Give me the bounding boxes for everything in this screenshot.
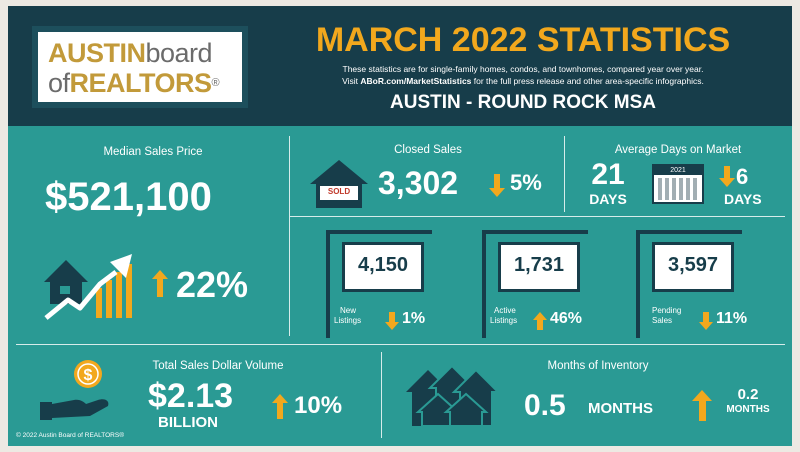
new-listings-change: 1%: [402, 310, 426, 327]
days-change-unit: DAYS: [724, 191, 762, 207]
sign-post: [326, 230, 432, 234]
volume-change: 10%: [294, 392, 343, 419]
divider: [381, 352, 382, 438]
divider: [289, 216, 785, 217]
new-listings-label-1: New: [340, 306, 357, 315]
logo-reg: ®: [211, 77, 220, 89]
region-title: AUSTIN - ROUND ROCK MSA: [390, 92, 656, 113]
inventory-up-arrow-icon: [692, 390, 714, 424]
days-change: 6: [736, 164, 749, 189]
sign-post: [636, 230, 640, 338]
pending-sales-sign: [652, 242, 734, 292]
logo-austin: AUSTIN: [48, 38, 146, 68]
days-value: 21: [591, 158, 625, 191]
calendar-year: 2021: [654, 166, 702, 175]
active-listings-value: 1,731: [513, 254, 565, 276]
new-listings-down-arrow-icon: [384, 312, 400, 332]
new-listings-label-2: Listings: [334, 316, 362, 325]
closed-change: 5%: [510, 170, 542, 195]
inventory-value: 0.5: [524, 389, 566, 422]
closed-label: Closed Sales: [394, 144, 462, 156]
closed-down-arrow-icon: [488, 174, 506, 200]
sign-post: [482, 230, 486, 338]
median-label: Median Sales Price: [103, 146, 203, 158]
median-value: $521,100: [45, 175, 212, 219]
inventory-change-unit: MONTHS: [726, 404, 770, 415]
header-note-2-prefix: Visit: [342, 76, 361, 86]
sign-post: [326, 230, 330, 338]
active-listings-label-1: Active: [494, 306, 516, 315]
pending-sales-label-2: Sales: [652, 316, 673, 325]
sold-sign-text: SOLD: [327, 187, 351, 196]
pending-sales-change: 11%: [716, 310, 748, 327]
divider: [289, 136, 290, 336]
pending-sales-value: 3,597: [667, 254, 719, 276]
sold-house-icon: [310, 160, 368, 208]
inventory-change: 0.2: [737, 386, 759, 403]
infographic: AUSTINboard ofREALTORS® MARCH 2022 STATI…: [8, 6, 792, 446]
median-up-arrow-icon: [150, 270, 170, 300]
logo-realtors: REALTORS: [69, 68, 213, 98]
house-growth-icon: [44, 254, 132, 320]
header-note-2-suffix: for the full press release and other are…: [471, 76, 704, 86]
divider: [16, 344, 785, 345]
sign-post: [636, 230, 742, 234]
volume-unit: BILLION: [158, 414, 218, 431]
active-listings-change: 46%: [550, 310, 583, 327]
new-listings-sign: [342, 242, 424, 292]
median-change: 22%: [176, 264, 249, 305]
active-listings-up-arrow-icon: [532, 312, 548, 332]
money-hand-icon: $: [40, 360, 109, 420]
houses-icon: [406, 364, 500, 427]
pending-sales-down-arrow-icon: [698, 312, 714, 332]
pending-sales-label-1: Pending: [652, 306, 682, 315]
header-note-1: These statistics are for single-family h…: [342, 64, 704, 74]
volume-up-arrow-icon: [270, 394, 290, 422]
new-listings-value: 4,150: [357, 254, 409, 276]
logo: AUSTINboard ofREALTORS®: [32, 26, 248, 108]
logo-of: of: [48, 68, 70, 98]
calendar-icon: 2021: [652, 164, 704, 204]
days-label: Average Days on Market: [614, 144, 742, 156]
logo-board: board: [145, 38, 213, 68]
closed-value: 3,302: [378, 165, 459, 201]
header-band: AUSTINboard ofREALTORS® MARCH 2022 STATI…: [8, 6, 792, 126]
volume-label: Total Sales Dollar Volume: [152, 360, 284, 372]
copyright: © 2022 Austin Board of REALTORS®: [16, 432, 124, 439]
active-listings-sign: [498, 242, 580, 292]
inventory-unit: MONTHS: [588, 400, 653, 417]
divider: [564, 136, 565, 212]
inventory-label: Months of Inventory: [547, 360, 649, 372]
days-down-arrow-icon: [718, 166, 736, 190]
volume-value: $2.13: [148, 377, 234, 415]
svg-text:$: $: [84, 367, 93, 384]
page-title: MARCH 2022 STATISTICS: [315, 21, 731, 59]
header-note-2: Visit ABoR.com/MarketStatistics for the …: [268, 76, 778, 86]
days-unit: DAYS: [589, 191, 627, 207]
header-link[interactable]: ABoR.com/MarketStatistics: [360, 76, 472, 86]
active-listings-label-2: Listings: [490, 316, 518, 325]
sign-post: [482, 230, 588, 234]
